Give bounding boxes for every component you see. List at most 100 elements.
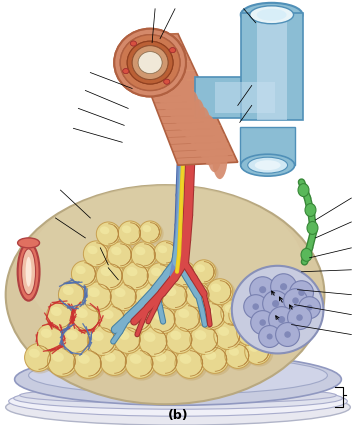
Ellipse shape bbox=[122, 262, 153, 292]
Ellipse shape bbox=[221, 299, 247, 325]
Ellipse shape bbox=[6, 185, 324, 404]
Ellipse shape bbox=[135, 283, 168, 315]
Ellipse shape bbox=[128, 308, 140, 318]
Ellipse shape bbox=[189, 287, 199, 295]
Ellipse shape bbox=[194, 330, 206, 340]
Ellipse shape bbox=[168, 67, 184, 124]
Ellipse shape bbox=[114, 326, 145, 356]
Ellipse shape bbox=[47, 346, 77, 376]
Ellipse shape bbox=[127, 41, 173, 84]
Ellipse shape bbox=[229, 302, 255, 328]
Ellipse shape bbox=[259, 286, 266, 293]
Ellipse shape bbox=[47, 302, 74, 330]
Ellipse shape bbox=[245, 339, 271, 364]
Ellipse shape bbox=[229, 347, 239, 356]
Ellipse shape bbox=[179, 83, 195, 137]
Ellipse shape bbox=[251, 321, 261, 330]
Ellipse shape bbox=[163, 59, 179, 116]
Ellipse shape bbox=[47, 302, 77, 332]
Ellipse shape bbox=[114, 29, 186, 96]
Ellipse shape bbox=[25, 344, 56, 374]
Ellipse shape bbox=[37, 324, 67, 354]
Ellipse shape bbox=[6, 389, 350, 425]
Ellipse shape bbox=[25, 343, 52, 371]
FancyBboxPatch shape bbox=[215, 81, 274, 113]
Ellipse shape bbox=[62, 325, 91, 354]
Ellipse shape bbox=[269, 307, 294, 333]
Ellipse shape bbox=[132, 46, 168, 80]
Ellipse shape bbox=[98, 305, 126, 333]
Ellipse shape bbox=[169, 48, 176, 53]
Polygon shape bbox=[128, 34, 238, 165]
Ellipse shape bbox=[211, 284, 221, 292]
Ellipse shape bbox=[161, 282, 192, 312]
Ellipse shape bbox=[305, 204, 316, 216]
Ellipse shape bbox=[122, 225, 131, 233]
Ellipse shape bbox=[166, 326, 197, 356]
Ellipse shape bbox=[130, 41, 136, 46]
Ellipse shape bbox=[154, 241, 178, 265]
Ellipse shape bbox=[123, 303, 156, 335]
Ellipse shape bbox=[147, 263, 173, 289]
Ellipse shape bbox=[260, 319, 266, 326]
Ellipse shape bbox=[37, 324, 64, 351]
Ellipse shape bbox=[127, 41, 173, 84]
Ellipse shape bbox=[100, 348, 128, 375]
Ellipse shape bbox=[108, 243, 136, 270]
Ellipse shape bbox=[212, 131, 228, 179]
Ellipse shape bbox=[144, 332, 156, 342]
Ellipse shape bbox=[241, 3, 303, 27]
Ellipse shape bbox=[26, 185, 304, 354]
Ellipse shape bbox=[87, 246, 98, 254]
Ellipse shape bbox=[147, 264, 176, 291]
Ellipse shape bbox=[118, 221, 142, 245]
Ellipse shape bbox=[298, 289, 305, 296]
Ellipse shape bbox=[284, 331, 291, 338]
Ellipse shape bbox=[202, 307, 213, 316]
Ellipse shape bbox=[123, 69, 129, 74]
Ellipse shape bbox=[92, 331, 104, 341]
Ellipse shape bbox=[243, 296, 269, 322]
Ellipse shape bbox=[233, 306, 243, 315]
Ellipse shape bbox=[175, 348, 205, 378]
Ellipse shape bbox=[114, 325, 142, 354]
Ellipse shape bbox=[161, 282, 189, 310]
Ellipse shape bbox=[111, 247, 121, 255]
Ellipse shape bbox=[140, 222, 164, 245]
Ellipse shape bbox=[170, 262, 199, 289]
Ellipse shape bbox=[221, 300, 250, 328]
Ellipse shape bbox=[96, 262, 124, 290]
Ellipse shape bbox=[131, 243, 160, 270]
Ellipse shape bbox=[206, 123, 222, 172]
Ellipse shape bbox=[115, 288, 126, 297]
Ellipse shape bbox=[170, 331, 181, 340]
Ellipse shape bbox=[278, 316, 285, 323]
Ellipse shape bbox=[139, 221, 161, 243]
Ellipse shape bbox=[175, 349, 208, 380]
Ellipse shape bbox=[62, 325, 94, 357]
Ellipse shape bbox=[62, 325, 91, 354]
Ellipse shape bbox=[125, 349, 158, 380]
Ellipse shape bbox=[72, 303, 104, 335]
FancyBboxPatch shape bbox=[195, 77, 289, 118]
Ellipse shape bbox=[198, 302, 226, 330]
Ellipse shape bbox=[201, 346, 232, 376]
Ellipse shape bbox=[158, 51, 173, 109]
Ellipse shape bbox=[288, 305, 312, 330]
Ellipse shape bbox=[18, 243, 40, 301]
Ellipse shape bbox=[249, 343, 259, 352]
Ellipse shape bbox=[83, 241, 109, 267]
Ellipse shape bbox=[201, 345, 229, 373]
Ellipse shape bbox=[250, 277, 276, 302]
Ellipse shape bbox=[207, 279, 233, 305]
Ellipse shape bbox=[96, 262, 127, 292]
Ellipse shape bbox=[142, 225, 151, 232]
Ellipse shape bbox=[120, 35, 180, 90]
Ellipse shape bbox=[164, 79, 170, 84]
Ellipse shape bbox=[41, 329, 52, 338]
Ellipse shape bbox=[225, 305, 235, 313]
Ellipse shape bbox=[158, 245, 167, 253]
Ellipse shape bbox=[138, 52, 162, 74]
Ellipse shape bbox=[299, 296, 320, 319]
Ellipse shape bbox=[225, 343, 251, 368]
